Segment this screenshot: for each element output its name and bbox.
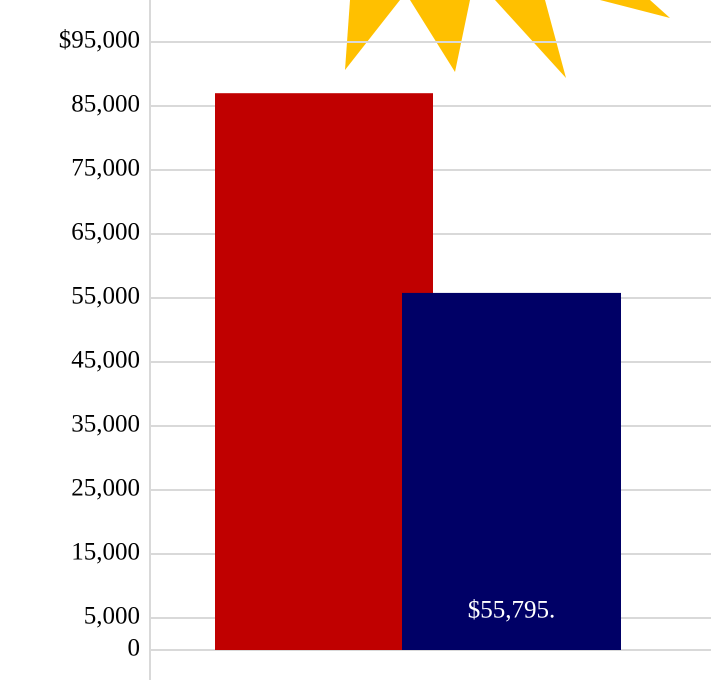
y-tick-label: $95,000	[59, 27, 140, 54]
chart: 0 5,000 15,000 25,000 35,000 45,000 55,000 65,0…	[0, 0, 711, 680]
y-tick-label: 25,000	[71, 475, 140, 502]
y-tick-label: 65,000	[71, 219, 140, 246]
y-tick-label: 55,000	[71, 283, 140, 310]
y-tick-label: 45,000	[71, 347, 140, 374]
y-tick-label: 35,000	[71, 411, 140, 438]
data-label: $55,795.	[468, 597, 556, 624]
bar	[215, 93, 433, 650]
sun-decoration	[345, 0, 670, 78]
y-tick-label: 85,000	[71, 91, 140, 118]
y-tick-label: 15,000	[71, 539, 140, 566]
page: {"chart_data": {"type": "bar", "values":…	[0, 0, 711, 680]
y-tick-label: 0	[128, 635, 141, 662]
y-tick-label: 75,000	[71, 155, 140, 182]
y-tick-label: 5,000	[84, 603, 140, 630]
